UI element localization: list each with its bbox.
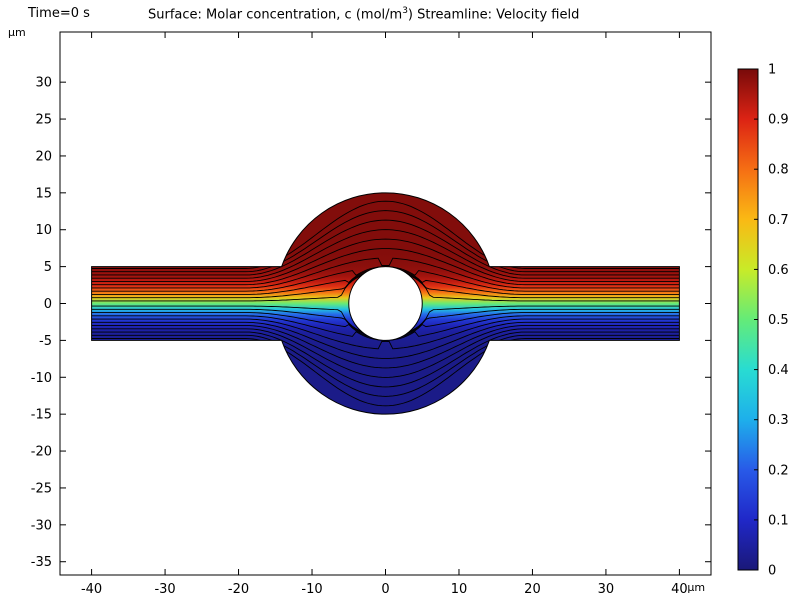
y-tick-label: -20 bbox=[31, 445, 52, 460]
x-axis: -40 -30 -20 -10 0 10 20 30 40 µm bbox=[81, 32, 705, 597]
y-tick-label: -30 bbox=[31, 518, 52, 533]
y-tick-label: 25 bbox=[35, 113, 52, 128]
y-tick-label: -25 bbox=[31, 481, 52, 496]
x-tick-label: 10 bbox=[451, 582, 468, 597]
y-tick-label: 5 bbox=[44, 260, 52, 275]
y-axis: 30 25 20 15 10 5 0 -5 -10 -15 -20 -25 -30 -35 bbox=[31, 76, 711, 570]
colorbar-tick-label: 0.5 bbox=[768, 313, 789, 328]
y-tick-label: -10 bbox=[31, 371, 52, 386]
streamline bbox=[91, 318, 680, 350]
streamline bbox=[91, 325, 680, 369]
streamline bbox=[91, 321, 680, 359]
y-axis-unit: µm bbox=[8, 26, 26, 39]
streamline bbox=[91, 328, 680, 378]
x-tick-label: 0 bbox=[381, 582, 389, 597]
title-prefix: Surface: Molar concentration, c (mol/m bbox=[148, 7, 403, 23]
colorbar-tick-label: 0.1 bbox=[768, 513, 789, 528]
x-tick-label: -30 bbox=[154, 582, 175, 597]
plot-title: Surface: Molar concentration, c (mol/m3)… bbox=[148, 6, 579, 22]
title-superscript: 3 bbox=[402, 6, 408, 16]
y-tick-label: 0 bbox=[44, 297, 52, 312]
x-tick-label: 30 bbox=[598, 582, 615, 597]
colorbar-tick-label: 1 bbox=[768, 63, 776, 78]
y-tick-label: 20 bbox=[35, 149, 52, 164]
colorbar: 1 0.9 0.8 0.7 0.6 0.5 0.4 0.3 0.2 0.1 0 bbox=[737, 63, 789, 579]
x-tick-label: -40 bbox=[81, 582, 102, 597]
colorbar-tick-label: 0.4 bbox=[768, 363, 789, 378]
y-tick-label: -5 bbox=[39, 334, 52, 349]
colorbar-tick-label: 0 bbox=[768, 564, 776, 579]
y-tick-label: -35 bbox=[31, 555, 52, 570]
streamline bbox=[91, 229, 680, 279]
x-tick-label: -20 bbox=[228, 582, 249, 597]
streamline bbox=[91, 338, 680, 407]
domain-outline bbox=[91, 192, 680, 415]
streamline bbox=[91, 248, 680, 286]
x-tick-label: -10 bbox=[301, 582, 322, 597]
streamline bbox=[91, 334, 680, 397]
title-suffix: ) Streamline: Velocity field bbox=[407, 7, 580, 23]
colorbar-tick-label: 0.6 bbox=[768, 263, 789, 278]
colorbar-tick-label: 0.8 bbox=[768, 163, 789, 178]
y-tick-label: -15 bbox=[31, 408, 52, 423]
streamline bbox=[91, 219, 680, 276]
colorbar-tick-label: 0.7 bbox=[768, 213, 789, 228]
y-tick-label: 10 bbox=[35, 223, 52, 238]
y-tick-label: 30 bbox=[35, 76, 52, 91]
colorbar-tick-label: 0.2 bbox=[768, 463, 789, 478]
streamline bbox=[91, 210, 680, 273]
time-label: Time=0 s bbox=[28, 6, 90, 21]
streamline bbox=[91, 238, 680, 282]
streamline bbox=[91, 331, 680, 388]
obstacle-circle bbox=[348, 266, 423, 341]
x-tick-label: 40 bbox=[671, 582, 688, 597]
x-tick-label: 20 bbox=[524, 582, 541, 597]
streamline bbox=[91, 257, 680, 289]
streamline bbox=[91, 200, 680, 269]
x-axis-unit: µm bbox=[687, 581, 705, 594]
y-tick-label: 15 bbox=[35, 186, 52, 201]
colorbar-tick-label: 0.9 bbox=[768, 113, 789, 128]
colorbar-tick-label: 0.3 bbox=[768, 413, 789, 428]
